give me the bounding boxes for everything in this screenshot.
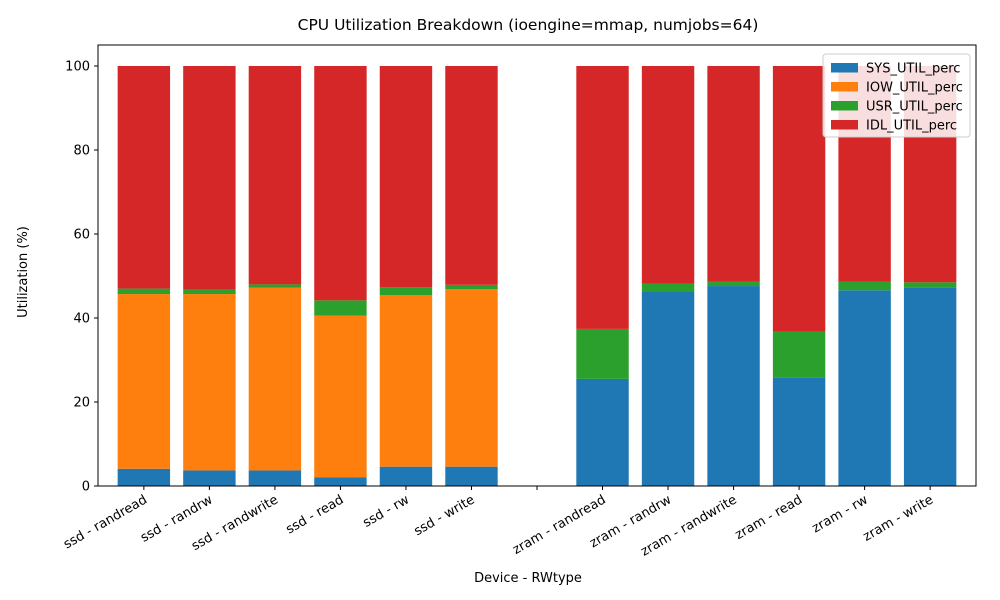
bar-ssd-write-sys-util-perc (445, 466, 498, 486)
bar-zram-randread-sys-util-perc (576, 378, 629, 486)
y-tick-label: 0 (82, 480, 90, 495)
bar-ssd-randwrite-idl-util-perc (248, 66, 302, 285)
legend-swatch (831, 63, 858, 73)
bar-zram-write-usr-util-perc (903, 282, 957, 288)
bar-ssd-randwrite-iow-util-perc (248, 287, 302, 471)
bar-zram-read-usr-util-perc (772, 331, 826, 378)
bar-zram-randread-idl-util-perc (576, 66, 629, 329)
y-tick-label: 40 (73, 312, 90, 327)
bar-ssd-read-iow-util-perc (314, 315, 367, 478)
bar-ssd-rw-iow-util-perc (379, 295, 433, 467)
bar-zram-rw-sys-util-perc (838, 290, 891, 486)
legend-label: USR_UTIL_perc (866, 100, 963, 115)
legend-label: SYS_UTIL_perc (866, 62, 960, 77)
bar-ssd-write-idl-util-perc (445, 66, 498, 285)
bar-ssd-randwrite-usr-util-perc (248, 284, 302, 288)
bar-ssd-write-iow-util-perc (445, 289, 498, 467)
bar-ssd-read-usr-util-perc (314, 300, 367, 316)
bar-ssd-randrw-iow-util-perc (183, 294, 236, 471)
y-tick-label: 80 (73, 144, 90, 159)
bar-ssd-randread-sys-util-perc (117, 468, 171, 486)
legend-swatch (831, 82, 858, 92)
legend-swatch (831, 101, 858, 111)
y-tick-label: 20 (73, 396, 90, 411)
bar-zram-read-sys-util-perc (772, 377, 826, 486)
bars-group (117, 66, 957, 486)
bar-ssd-randread-iow-util-perc (117, 294, 171, 469)
legend: SYS_UTIL_perc IOW_UTIL_perc USR_UTIL_perc I… (822, 53, 971, 138)
bar-ssd-randrw-sys-util-perc (183, 470, 236, 486)
legend-box (822, 53, 971, 138)
bar-ssd-read-sys-util-perc (314, 477, 367, 486)
bar-zram-randwrite-sys-util-perc (707, 286, 760, 486)
bar-zram-rw-usr-util-perc (838, 281, 891, 291)
y-tick-label: 100 (65, 60, 90, 75)
bar-zram-write-sys-util-perc (903, 287, 957, 486)
bar-zram-randrw-usr-util-perc (641, 283, 695, 292)
bar-zram-randread-usr-util-perc (576, 328, 629, 379)
bar-ssd-rw-usr-util-perc (379, 287, 433, 296)
y-axis-title: Utilization (%) (16, 226, 31, 318)
bar-ssd-randread-idl-util-perc (117, 66, 171, 289)
bar-zram-randwrite-usr-util-perc (707, 281, 760, 287)
bar-ssd-read-idl-util-perc (314, 66, 367, 301)
y-tick-label: 60 (73, 228, 90, 243)
chart-title: CPU Utilization Breakdown (ioengine=mmap… (298, 16, 759, 34)
bar-ssd-write-usr-util-perc (445, 284, 498, 290)
legend-swatch (831, 120, 858, 130)
bar-ssd-rw-sys-util-perc (379, 466, 433, 486)
bar-zram-randrw-idl-util-perc (641, 66, 695, 284)
bar-ssd-rw-idl-util-perc (379, 66, 433, 288)
bar-zram-read-idl-util-perc (772, 66, 826, 332)
bar-ssd-randrw-usr-util-perc (183, 289, 236, 295)
bar-zram-randwrite-idl-util-perc (707, 66, 760, 282)
bar-ssd-randread-usr-util-perc (117, 288, 171, 295)
bar-ssd-randrw-idl-util-perc (183, 66, 236, 290)
x-axis-title: Device - RWtype (474, 571, 582, 586)
legend-label: IOW_UTIL_perc (866, 81, 963, 96)
bar-ssd-randwrite-sys-util-perc (248, 470, 302, 486)
bar-zram-randrw-sys-util-perc (641, 291, 695, 486)
legend-label: IDL_UTIL_perc (866, 119, 957, 134)
